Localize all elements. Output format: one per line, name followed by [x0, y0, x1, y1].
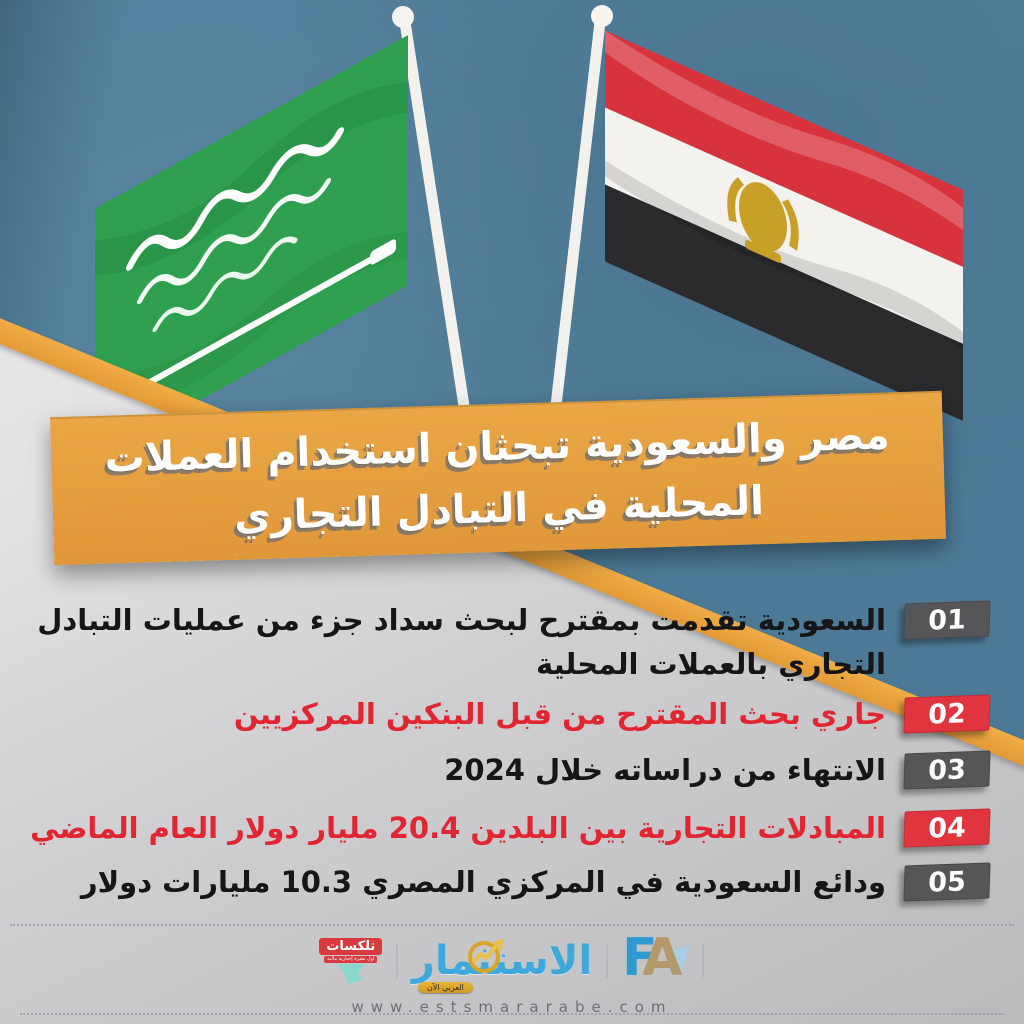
eagle-of-saladin — [727, 177, 799, 263]
telexat-speech-bubble-icon — [337, 964, 364, 984]
fa-monogram-logo: F A — [622, 932, 691, 986]
telexat-logo-tagline: أول نشرة إخبارية مالية — [324, 956, 378, 963]
egypt-flag-cloth — [605, 30, 963, 421]
saudi-flag-pole — [399, 16, 478, 464]
fact-row-4: 04 المبادلات التجارية بين البلدين 20.4 م… — [28, 806, 991, 850]
telexat-logo-name: تلكسات — [319, 938, 383, 955]
fact-number-badge: 04 — [903, 808, 991, 848]
website-url: www.estsmararabe.com — [351, 998, 673, 1016]
estithmar-logo: الاستثمار العربي الآن — [412, 938, 592, 993]
footer-logos: تلكسات أول نشرة إخبارية مالية الاستثمار … — [0, 932, 1024, 993]
fact-row-2: 02 جاري بحث المقترح من قبل البنكين المرك… — [28, 692, 991, 736]
shahada-calligraphy — [126, 127, 344, 271]
sword-glyph — [141, 256, 374, 389]
fact-number-badge: 03 — [903, 750, 991, 790]
fact-row-5: 05 ودائع السعودية في المركزي المصري 10.3… — [28, 860, 991, 904]
saudi-flag-pole-finial — [392, 6, 414, 28]
egypt-flag-pole-finial — [591, 5, 613, 27]
footer-divider-bottom — [20, 1013, 1004, 1015]
fact-text: ودائع السعودية في المركزي المصري 10.3 مل… — [80, 865, 886, 899]
egypt-flag-icon — [544, 5, 963, 464]
logo-separator — [606, 944, 609, 978]
fact-text: الانتهاء من دراساته خلال 2024 — [444, 753, 886, 787]
fact-row-3: 03 الانتهاء من دراساته خلال 2024 — [28, 748, 991, 792]
footer-divider-top — [10, 924, 1014, 926]
fact-number-badge: 02 — [903, 694, 991, 734]
fact-text: السعودية تقدمت بمقترح لبحث سداد جزء من ع… — [37, 603, 886, 681]
fact-number-badge: 05 — [903, 862, 991, 902]
fact-row-1: 01 السعودية تقدمت بمقترح لبحث سداد جزء م… — [28, 598, 991, 686]
egypt-flag-pole — [544, 16, 606, 464]
fact-text: جاري بحث المقترح من قبل البنكين المركزيي… — [233, 697, 886, 731]
title-line-1: مصر والسعودية تبحثان استخدام العملات — [103, 412, 891, 482]
fa-letter-a: A — [642, 928, 683, 988]
logo-separator — [395, 944, 398, 978]
logo-separator — [702, 944, 705, 978]
gold-chart-arrow-icon — [467, 938, 504, 973]
footer: تلكسات أول نشرة إخبارية مالية الاستثمار … — [0, 916, 1024, 1024]
estithmar-logo-tagline: العربي الآن — [417, 982, 473, 993]
telexat-logo: تلكسات أول نشرة إخبارية مالية — [319, 938, 383, 984]
fact-number-badge: 01 — [903, 600, 991, 640]
saudi-flag-cloth — [95, 35, 408, 459]
saudi-arabia-flag-icon — [95, 6, 478, 464]
title-banner: مصر والسعودية تبحثان استخدام العملات الم… — [50, 390, 946, 566]
fact-text: المبادلات التجارية بين البلدين 20.4 مليا… — [30, 811, 886, 845]
fa-letter-f: F — [622, 928, 658, 988]
